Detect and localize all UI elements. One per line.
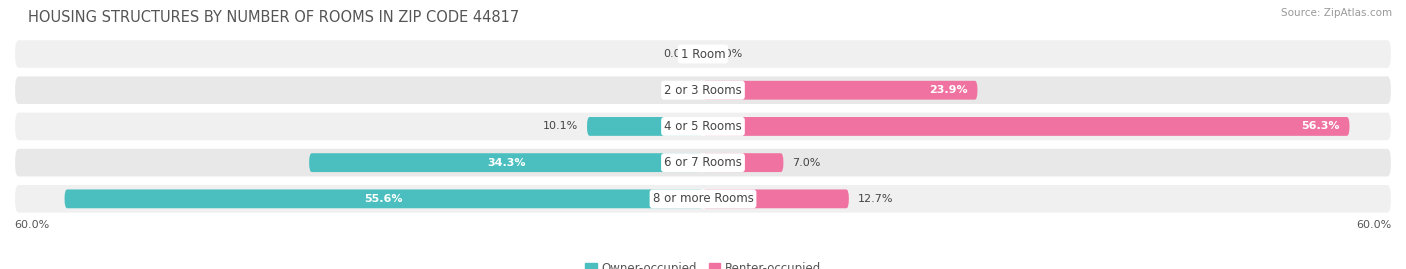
Text: 10.1%: 10.1% xyxy=(543,121,578,132)
FancyBboxPatch shape xyxy=(703,153,783,172)
FancyBboxPatch shape xyxy=(703,189,849,208)
FancyBboxPatch shape xyxy=(309,153,703,172)
Text: 23.9%: 23.9% xyxy=(929,85,969,95)
Text: 0.0%: 0.0% xyxy=(714,49,742,59)
FancyBboxPatch shape xyxy=(65,189,703,208)
Text: 1 Room: 1 Room xyxy=(681,48,725,61)
Text: 60.0%: 60.0% xyxy=(14,220,49,230)
Text: 0.0%: 0.0% xyxy=(664,49,692,59)
FancyBboxPatch shape xyxy=(14,75,1392,105)
Text: 2 or 3 Rooms: 2 or 3 Rooms xyxy=(664,84,742,97)
Text: 8 or more Rooms: 8 or more Rooms xyxy=(652,192,754,205)
FancyBboxPatch shape xyxy=(14,184,1392,214)
Text: 60.0%: 60.0% xyxy=(1357,220,1392,230)
Text: Source: ZipAtlas.com: Source: ZipAtlas.com xyxy=(1281,8,1392,18)
Text: 6 or 7 Rooms: 6 or 7 Rooms xyxy=(664,156,742,169)
Text: 55.6%: 55.6% xyxy=(364,194,404,204)
Text: 12.7%: 12.7% xyxy=(858,194,893,204)
FancyBboxPatch shape xyxy=(703,117,1350,136)
FancyBboxPatch shape xyxy=(703,81,977,100)
Text: 4 or 5 Rooms: 4 or 5 Rooms xyxy=(664,120,742,133)
FancyBboxPatch shape xyxy=(14,112,1392,141)
FancyBboxPatch shape xyxy=(14,148,1392,178)
Text: 34.3%: 34.3% xyxy=(486,158,526,168)
Text: 7.0%: 7.0% xyxy=(793,158,821,168)
Text: 56.3%: 56.3% xyxy=(1302,121,1340,132)
Legend: Owner-occupied, Renter-occupied: Owner-occupied, Renter-occupied xyxy=(585,262,821,269)
FancyBboxPatch shape xyxy=(588,117,703,136)
Text: 0.0%: 0.0% xyxy=(664,85,692,95)
Text: HOUSING STRUCTURES BY NUMBER OF ROOMS IN ZIP CODE 44817: HOUSING STRUCTURES BY NUMBER OF ROOMS IN… xyxy=(28,10,519,25)
FancyBboxPatch shape xyxy=(14,39,1392,69)
